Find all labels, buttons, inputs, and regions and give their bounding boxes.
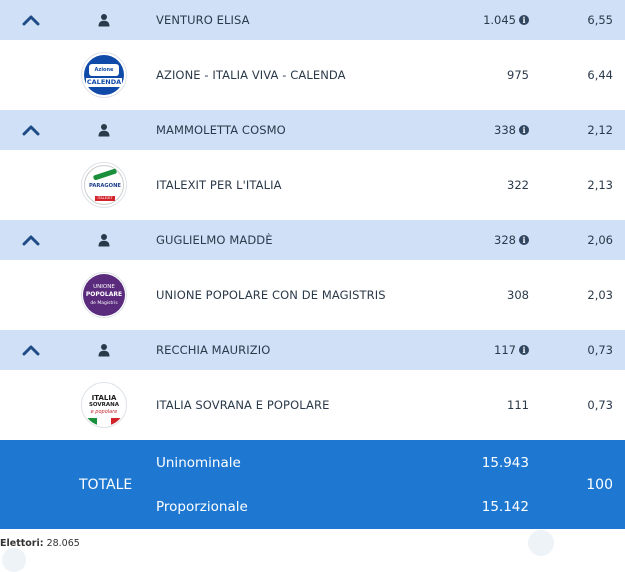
party-logo-cell: PARAGONE ITALEXIT (78, 150, 130, 220)
party-logo-cell: UNIONE POPOLARE de Magistris (78, 260, 130, 330)
party-row: PARAGONE ITALEXIT ITALEXIT PER L'ITALIA … (0, 150, 625, 220)
logo-text: PARAGONE (89, 183, 121, 189)
candidate-name: GUGLIELMO MADDÈ (156, 233, 273, 247)
vote-count: 308 (507, 288, 529, 302)
vote-count-value: 328 (494, 233, 516, 247)
vote-count: 338 i (440, 110, 529, 150)
vote-percentage: 6,44 (587, 68, 613, 82)
candidate-name: MAMMOLETTA COSMO (156, 123, 286, 137)
logo-text: ITALIA (91, 393, 117, 402)
person-icon (94, 330, 114, 370)
electors-count: Elettori: 28.065 (0, 538, 80, 549)
party-logo-cell: ITALIA SOVRANA e popolare (78, 370, 130, 440)
party-row: UNIONE POPOLARE de Magistris UNIONE POPO… (0, 260, 625, 330)
vote-count-value: 1.045 (483, 13, 516, 27)
uninominale-votes: 15.943 (481, 455, 529, 471)
electors-value: 28.065 (46, 538, 80, 549)
info-icon[interactable]: i (519, 125, 529, 135)
person-icon (94, 220, 114, 260)
logo-text: POPOLARE (85, 290, 123, 298)
info-icon[interactable]: i (519, 345, 529, 355)
vote-percentage: 2,12 (587, 123, 613, 137)
vote-percentage: 2,03 (587, 288, 613, 302)
party-name: AZIONE - ITALIA VIVA - CALENDA (156, 68, 346, 82)
candidate-row: VENTURO ELISA 1.045 i 6,55 (0, 0, 625, 40)
vote-percentage: 6,55 (587, 13, 613, 27)
unione-popolare-logo: UNIONE POPOLARE de Magistris (81, 272, 127, 318)
vote-count: 975 (507, 68, 529, 82)
party-name: UNIONE POPOLARE CON DE MAGISTRIS (156, 288, 386, 302)
italexit-logo: PARAGONE ITALEXIT (81, 162, 127, 208)
candidate-name: VENTURO ELISA (156, 13, 250, 27)
vote-percentage: 0,73 (587, 343, 613, 357)
logo-text: ITALEXIT (95, 196, 115, 201)
proporzionale-label: Proporzionale (156, 499, 248, 515)
vote-count: 322 (507, 178, 529, 192)
person-icon (94, 110, 114, 150)
info-icon[interactable]: i (519, 15, 529, 25)
italia-sovrana-logo: ITALIA SOVRANA e popolare (81, 382, 127, 428)
logo-text: UNIONE (93, 283, 115, 290)
candidate-row: MAMMOLETTA COSMO 338 i 2,12 (0, 110, 625, 150)
logo-text: e popolare (90, 408, 118, 415)
party-name: ITALEXIT PER L'ITALIA (156, 178, 282, 192)
vote-percentage: 2,13 (587, 178, 613, 192)
person-icon (94, 0, 114, 40)
party-row: ITALIA SOVRANA e popolare ITALIA SOVRANA… (0, 370, 625, 440)
vote-count: 111 (507, 398, 529, 412)
vote-count: 328 i (440, 220, 529, 260)
vote-count-value: 338 (494, 123, 516, 137)
uninominale-label: Uninominale (156, 455, 241, 471)
logo-text: de Magistris (90, 300, 118, 306)
chevron-up-icon[interactable] (18, 330, 44, 370)
background-decoration (2, 548, 26, 572)
logo-text: SOVRANA (88, 401, 120, 408)
vote-count: 1.045 i (440, 0, 529, 40)
vote-percentage: 2,06 (587, 233, 613, 247)
logo-text: Azione (89, 63, 119, 76)
total-label: TOTALE (79, 476, 133, 493)
proporzionale-votes: 15.142 (481, 499, 529, 515)
logo-text: CALENDA (86, 77, 122, 87)
info-icon[interactable]: i (519, 235, 529, 245)
electors-label: Elettori: (0, 538, 44, 549)
party-name: ITALIA SOVRANA E POPOLARE (156, 398, 330, 412)
chevron-up-icon[interactable] (18, 220, 44, 260)
party-logo-cell: Azione CALENDA (78, 40, 130, 110)
candidate-row: RECCHIA MAURIZIO 117 i 0,73 (0, 330, 625, 370)
azione-calenda-logo: Azione CALENDA (81, 52, 127, 98)
total-row: TOTALE Uninominale 15.943 Proporzionale … (0, 440, 625, 529)
vote-percentage: 0,73 (587, 398, 613, 412)
party-row: Azione CALENDA AZIONE - ITALIA VIVA - CA… (0, 40, 625, 110)
vote-count: 117 i (440, 330, 529, 370)
candidate-name: RECCHIA MAURIZIO (156, 343, 271, 357)
vote-count-value: 117 (494, 343, 516, 357)
chevron-up-icon[interactable] (18, 110, 44, 150)
background-decoration (528, 530, 554, 556)
candidate-row: GUGLIELMO MADDÈ 328 i 2,06 (0, 220, 625, 260)
total-percentage: 100 (586, 476, 613, 493)
chevron-up-icon[interactable] (18, 0, 44, 40)
